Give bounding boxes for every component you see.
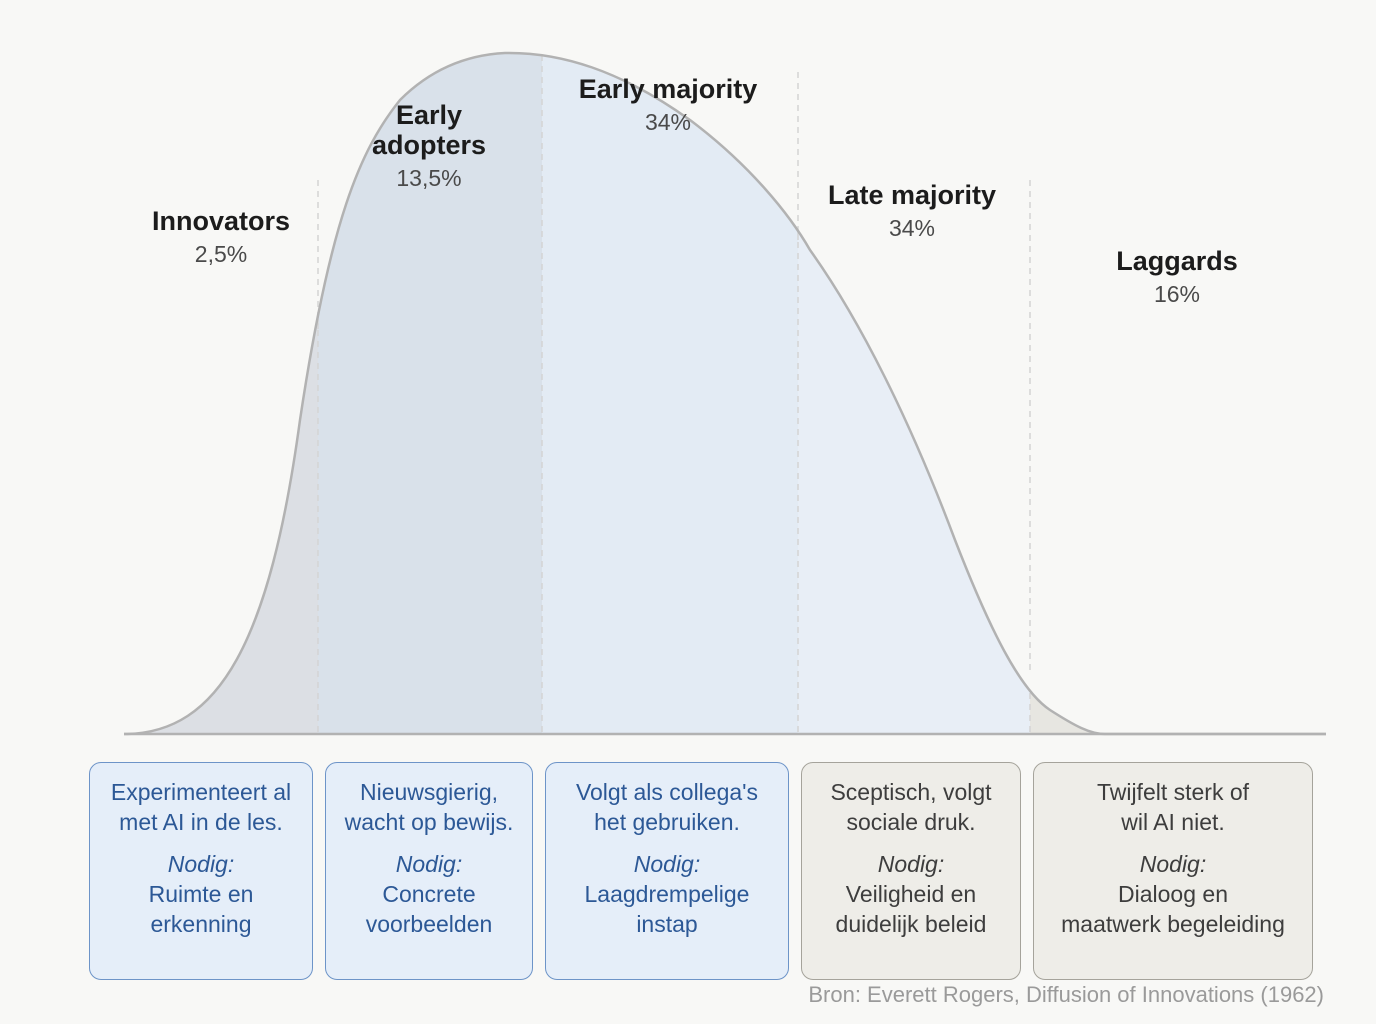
needed-text: Ruimte en erkenning [148,881,254,937]
needed-text: Dialoog en maatwerk begeleiding [1061,881,1285,937]
card-description: Nieuwsgierig, wacht op bewijs. [344,779,514,835]
segment-label-innovators: Innovators [151,206,291,236]
segment-percent-late-majority: 34% [888,215,936,241]
needed-label: Nodig: [633,851,701,877]
card-laggards: Twijfelt sterk of wil AI niet. Nodig: Di… [1033,762,1313,980]
segment-label-late-majority: Late majority [827,180,997,210]
late-majority-area [798,52,1030,735]
card-early-majority: Volgt als collega's het gebruiken. Nodig… [545,762,789,980]
source-citation: Bron: Everett Rogers, Diffusion of Innov… [808,982,1324,1007]
segment-percent-early-adopters: 13,5% [396,165,462,191]
segment-percent-innovators: 2,5% [194,241,248,267]
card-description: Volgt als collega's het gebruiken. [575,779,759,835]
card-description: Twijfelt sterk of wil AI niet. [1096,779,1250,835]
needed-label: Nodig: [877,851,945,877]
card-innovators: Experimenteert al met AI in de les. Nodi… [89,762,313,980]
needed-label: Nodig: [167,851,235,877]
innovators-area [124,52,318,735]
card-late-majority: Sceptisch, volgt sociale druk. Nodig: Ve… [801,762,1021,980]
segment-label-early-majority: Early majority [578,74,758,104]
card-description: Sceptisch, volgt sociale druk. [830,779,992,835]
card-description: Experimenteert al met AI in de les. [110,779,292,835]
needed-label: Nodig: [395,851,463,877]
needed-label: Nodig: [1139,851,1207,877]
needed-text: Veiligheid en duidelijk beleid [835,881,987,937]
needed-text: Laagdrempelige instap [584,881,750,937]
segment-label-laggards: Laggards [1116,246,1238,276]
laggards-area [1030,52,1326,735]
card-early-adopters: Nieuwsgierig, wacht op bewijs. Nodig: Co… [325,762,533,980]
adoption-curve-line [123,51,1326,736]
needed-text: Concrete voorbeelden [365,881,493,937]
segment-percent-laggards: 16% [1153,281,1201,307]
segment-percent-early-majority: 34% [644,109,692,135]
segment-label-early-adopters: Early adopters [371,100,487,160]
